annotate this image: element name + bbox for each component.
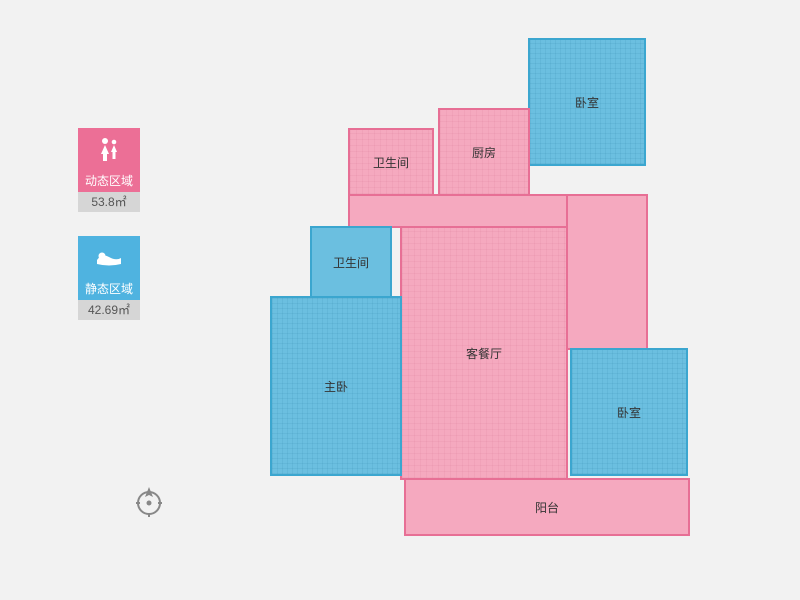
room-label: 客餐厅 [466,345,502,362]
legend-static: 静态区域 42.69㎡ [78,236,140,320]
legend-static-label: 静态区域 [78,278,140,300]
room-bathroom-mid: 卫生间 [310,226,392,298]
people-icon [95,136,123,162]
room-bedroom-top: 卧室 [528,38,646,166]
sleeping-icon [94,247,124,267]
dynamic-zone-icon [78,128,140,170]
room-living: 客餐厅 [400,226,568,480]
legend-static-value: 42.69㎡ [78,300,140,320]
room-label: 厨房 [472,144,496,161]
compass-icon [132,484,166,518]
room-balcony: 阳台 [404,478,690,536]
legend-dynamic-label: 动态区域 [78,170,140,192]
static-zone-icon [78,236,140,278]
room-label: 主卧 [324,378,348,395]
floor-plan: 卧室厨房卫生间卫生间客餐厅主卧卧室阳台 [270,30,750,570]
room-label: 卧室 [575,94,599,111]
room-kitchen: 厨房 [438,108,530,196]
room-label: 卧室 [617,404,641,421]
room-bedroom-right: 卧室 [570,348,688,476]
room-label: 卫生间 [333,254,369,271]
legend-dynamic: 动态区域 53.8㎡ [78,128,140,212]
room-side-strip [566,194,648,350]
legend-dynamic-value: 53.8㎡ [78,192,140,212]
room-label: 阳台 [535,499,559,516]
room-master-bed: 主卧 [270,296,402,476]
room-bathroom-top: 卫生间 [348,128,434,196]
legend: 动态区域 53.8㎡ 静态区域 42.69㎡ [78,128,140,344]
room-label: 卫生间 [373,154,409,171]
